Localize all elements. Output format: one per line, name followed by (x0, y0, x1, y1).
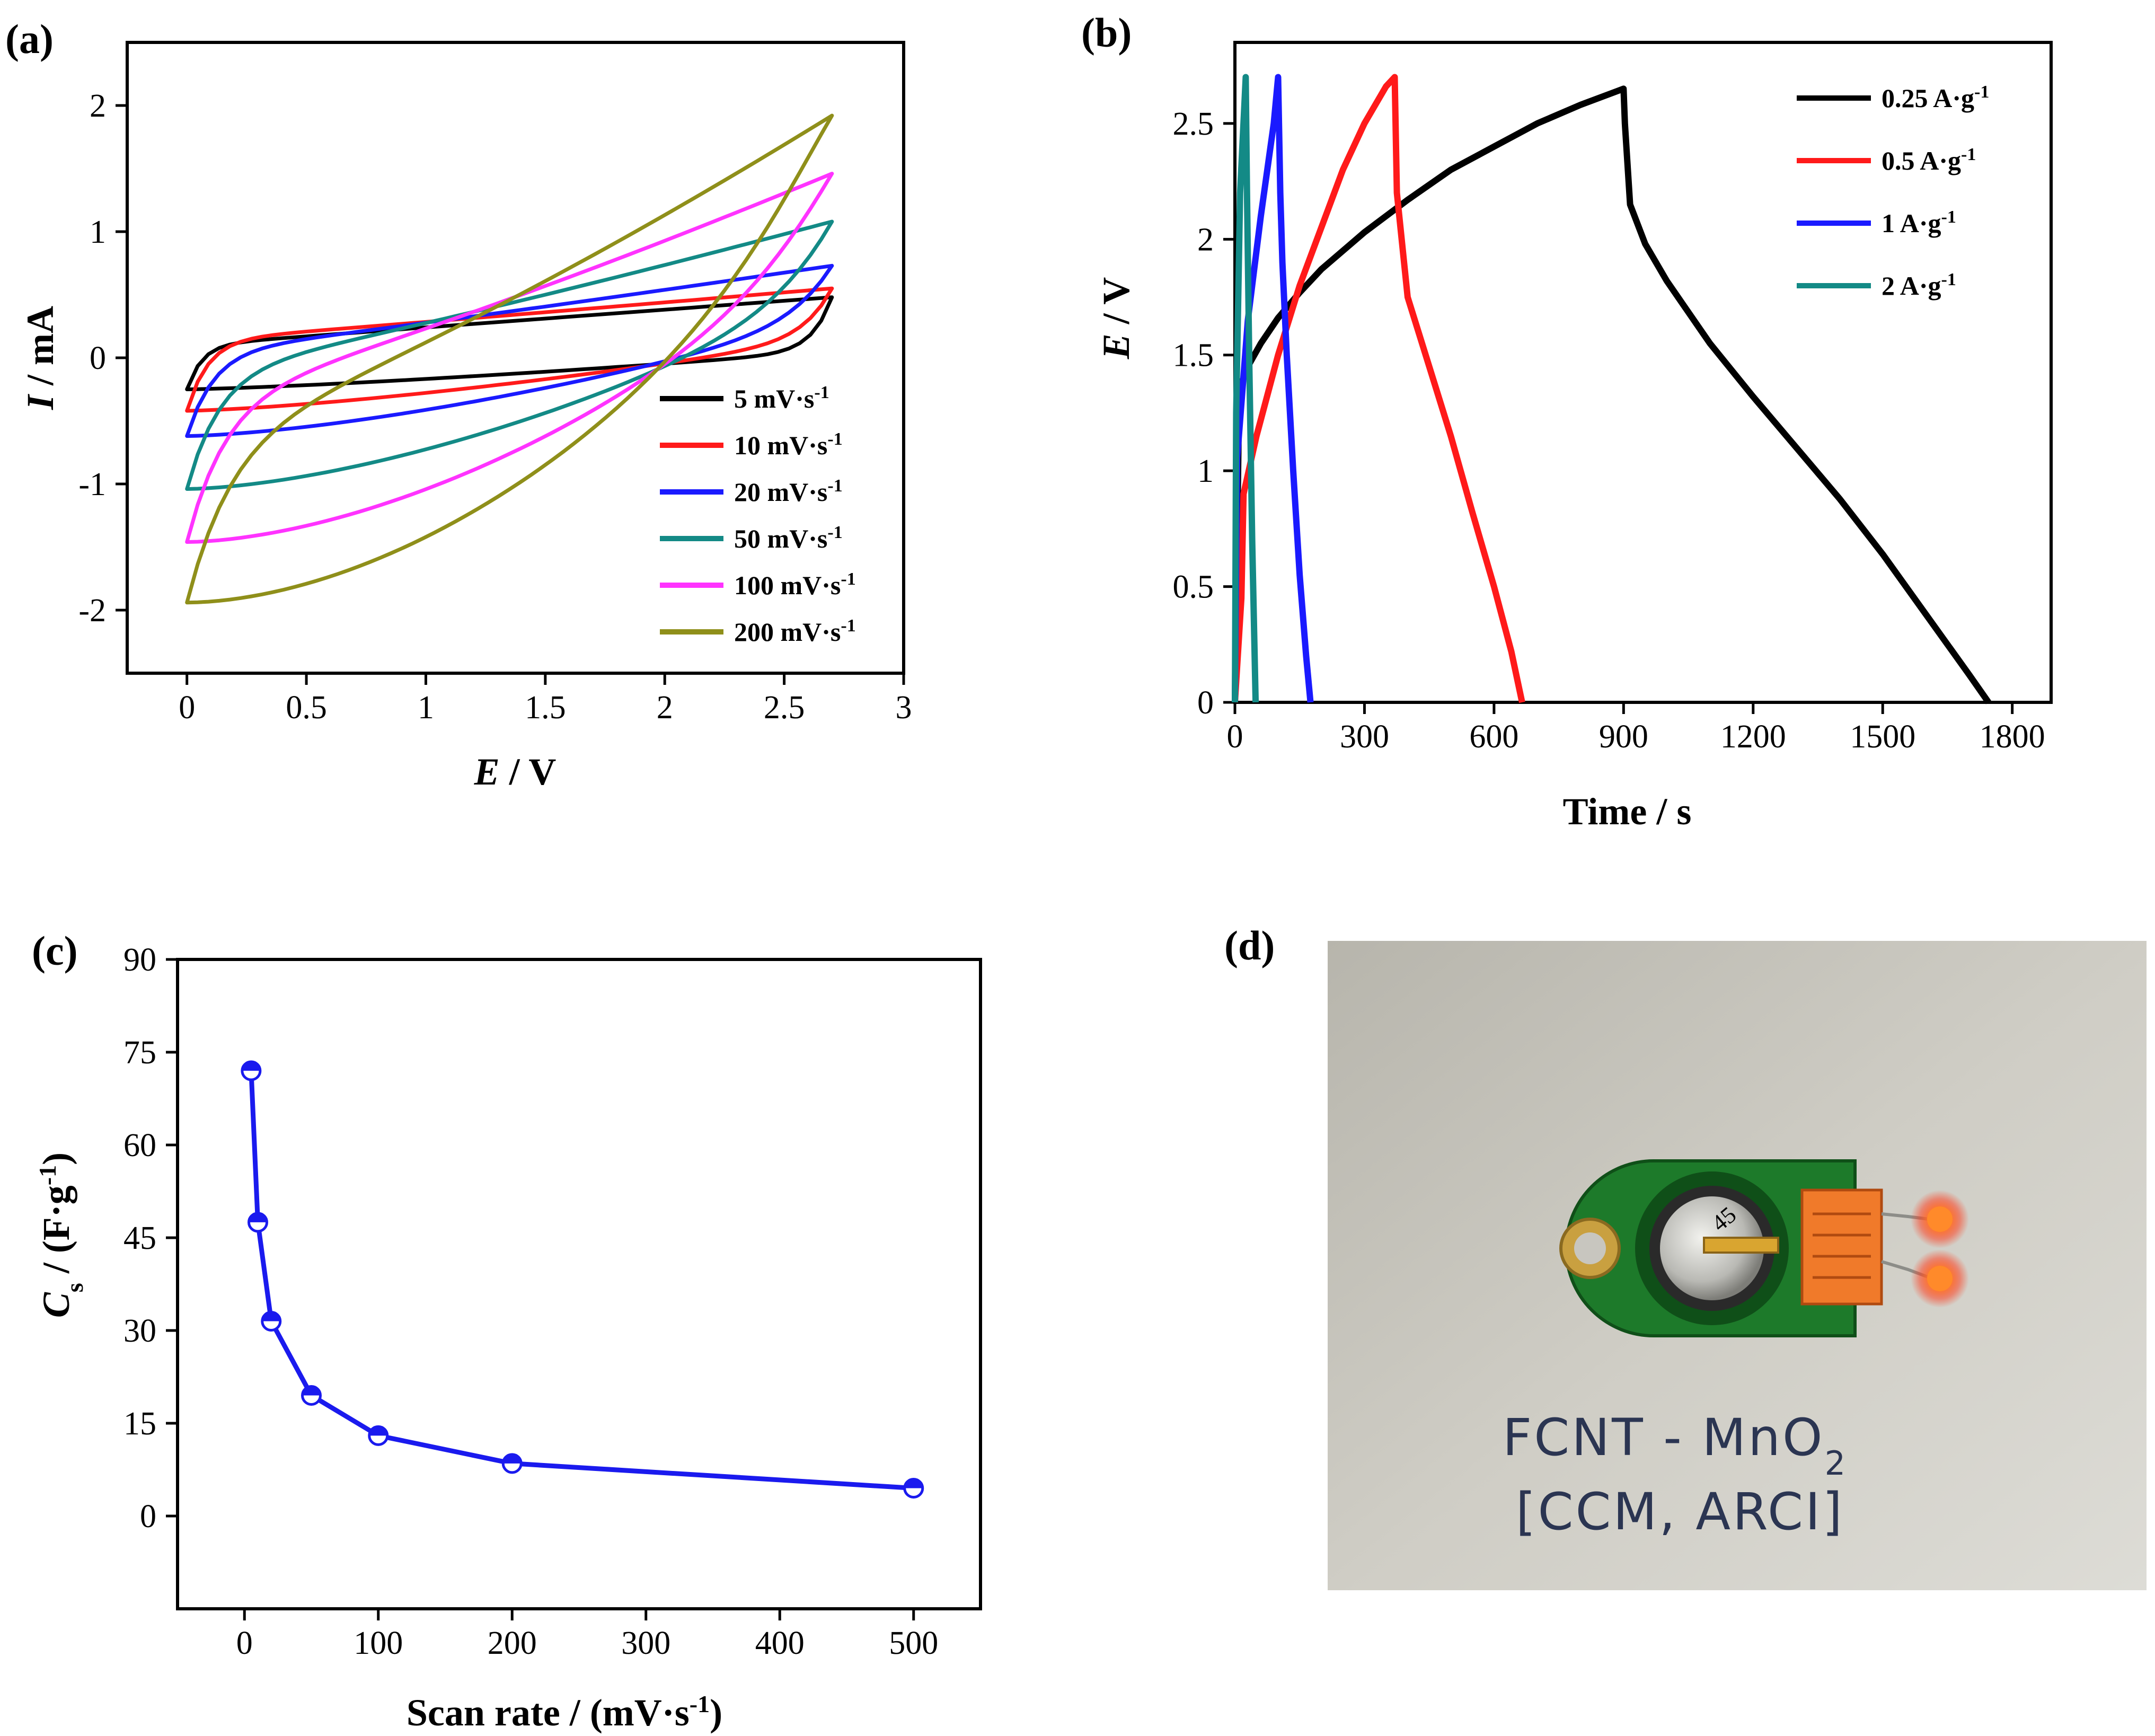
capacitance-ytick-label: 60 (123, 1127, 156, 1164)
gcd-ylabel: E / V (1095, 277, 1137, 360)
panel-a-label: (a) (5, 16, 54, 62)
capacitance-point (903, 1478, 924, 1499)
capacitance-xtick-label: 0 (236, 1625, 253, 1661)
gcd-curve (1232, 85, 1991, 704)
cv-xtick-label: 0 (179, 690, 195, 726)
capacitance-xlabel: Scan rate / (mV·s-1) (407, 1690, 722, 1734)
gcd-legend-label: 1 A·g-1 (1882, 207, 1956, 239)
gcd-series (1232, 74, 1991, 704)
cv-ytick-label: 2 (90, 88, 106, 124)
cv-ylabel: I / mA (19, 306, 61, 410)
gcd-legend-label: 0.5 A·g-1 (1882, 145, 1976, 176)
cv-ytick-label: 1 (90, 214, 106, 250)
capacitance-curve (249, 1070, 914, 1491)
gcd-ytick-label: 1 (1197, 453, 1214, 489)
capacitance-point (368, 1425, 389, 1446)
cv-legend-label: 50 mV·s-1 (734, 523, 843, 554)
gcd-chart: 0 300 600 900 1200 1500 1800 0 0.5 1 1.5 2 2.5 Time … (1095, 41, 2053, 833)
cv-xtick-label: 2 (657, 690, 673, 726)
capacitance-ylabel: Cs / (F·g-1) (34, 1152, 88, 1318)
capacitance-xtick-label: 400 (755, 1625, 805, 1661)
capacitance-chart: 0 100 200 300 400 500 0 15 30 45 60 75 90 Scan rate … (34, 942, 982, 1734)
cv-legend-label: 100 mV·s-1 (734, 569, 856, 601)
gcd-xtick-label: 0 (1227, 719, 1243, 755)
connector-block (1800, 1188, 1883, 1306)
gcd-xtick-label: 1800 (1980, 719, 2045, 755)
capacitance-xtick-label: 200 (488, 1625, 537, 1661)
capacitance-ytick-label: 15 (123, 1406, 156, 1442)
cv-ytick-label: -1 (78, 466, 106, 503)
capacitance-point (501, 1453, 523, 1474)
gcd-ytick-label: 0 (1197, 685, 1214, 721)
gcd-legend-label: 0.25 A·g-1 (1882, 82, 1989, 113)
cv-xtick-label: 2.5 (764, 690, 805, 726)
cv-legend-label: 200 mV·s-1 (734, 616, 856, 647)
cell-tab (1703, 1237, 1779, 1254)
cv-curve (185, 113, 834, 605)
capacitance-ytick-label: 75 (123, 1035, 156, 1071)
capacitance-point (241, 1060, 262, 1081)
gcd-axis-ticks: 0 300 600 900 1200 1500 1800 0 0.5 1 1.5 2 2.5 (1173, 106, 2045, 755)
capacitance-ytick-label: 45 (123, 1220, 156, 1256)
cv-xtick-label: 1.5 (525, 690, 566, 726)
capacitance-point (261, 1311, 282, 1332)
cv-ytick-label: 0 (90, 340, 106, 376)
led-bottom (1927, 1266, 1953, 1291)
cv-xtick-label: 1 (418, 690, 434, 726)
capacitance-xtick-label: 500 (889, 1625, 938, 1661)
handwritten-material: FCNT - MnO2 (1503, 1408, 1848, 1483)
gcd-ytick-label: 2 (1197, 222, 1214, 258)
cv-series (185, 113, 834, 605)
panel-b-label: (b) (1081, 10, 1132, 56)
capacitance-ytick-label: 90 (123, 942, 156, 978)
cv-axis-ticks: 0 0.5 1 1.5 2 2.5 3 -2 -1 0 1 2 (78, 88, 912, 726)
gcd-ytick-label: 0.5 (1173, 569, 1214, 605)
cv-curve (185, 219, 834, 491)
gcd-legend-label: 2 A·g-1 (1882, 270, 1956, 301)
gcd-xlabel: Time / s (1563, 790, 1692, 833)
capacitance-point (248, 1212, 268, 1233)
gcd-legend: 0.25 A·g-1 0.5 A·g-1 1 A·g-1 2 A·g-1 (1797, 82, 1989, 301)
capacitance-series (241, 1060, 924, 1499)
handwritten-lab: [CCM, ARCI] (1516, 1482, 1844, 1541)
gcd-xtick-label: 300 (1340, 719, 1389, 755)
panel-c-label: (c) (32, 928, 78, 974)
gcd-xtick-label: 1200 (1720, 719, 1786, 755)
gcd-xtick-label: 1500 (1850, 719, 1915, 755)
cv-ytick-label: -2 (78, 593, 106, 629)
device-photo: 45 FCNT - MnO2 [CCM, ARCI] (1328, 941, 2147, 1590)
cv-legend-label: 5 mV·s-1 (734, 383, 829, 414)
gcd-xtick-label: 600 (1469, 719, 1518, 755)
gcd-curve (1232, 74, 1259, 703)
capacitance-xtick-label: 100 (354, 1625, 403, 1661)
capacitance-plot-frame (176, 958, 982, 1610)
cv-legend-label: 20 mV·s-1 (734, 476, 843, 507)
cv-xtick-label: 0.5 (286, 690, 327, 726)
cv-curve (185, 263, 834, 438)
gcd-ytick-label: 2.5 (1173, 106, 1214, 142)
mounting-hole-center (1574, 1232, 1606, 1264)
capacitance-point (301, 1385, 322, 1406)
capacitance-ytick-label: 0 (140, 1499, 156, 1535)
cv-legend-label: 10 mV·s-1 (734, 429, 843, 461)
cv-curve (185, 172, 834, 544)
cv-chart: 0 0.5 1 1.5 2 2.5 3 -2 -1 0 1 2 E / V I / mA 5 mV·s… (19, 41, 912, 793)
cv-curve (185, 286, 834, 413)
gcd-xtick-label: 900 (1599, 719, 1648, 755)
gcd-curve (1232, 74, 1525, 703)
capacitance-axis-ticks: 0 100 200 300 400 500 0 15 30 45 60 75 90 (123, 942, 938, 1661)
capacitance-ytick-label: 30 (123, 1313, 156, 1349)
panel-d-label: (d) (1224, 922, 1275, 968)
cv-xlabel: E / V (474, 751, 557, 793)
cv-legend: 5 mV·s-1 10 mV·s-1 20 mV·s-1 50 mV·s-1 100 m… (660, 383, 856, 647)
led-top (1927, 1206, 1953, 1232)
capacitance-xtick-label: 300 (621, 1625, 670, 1661)
gcd-ytick-label: 1.5 (1173, 338, 1214, 374)
cv-xtick-label: 3 (896, 690, 912, 726)
